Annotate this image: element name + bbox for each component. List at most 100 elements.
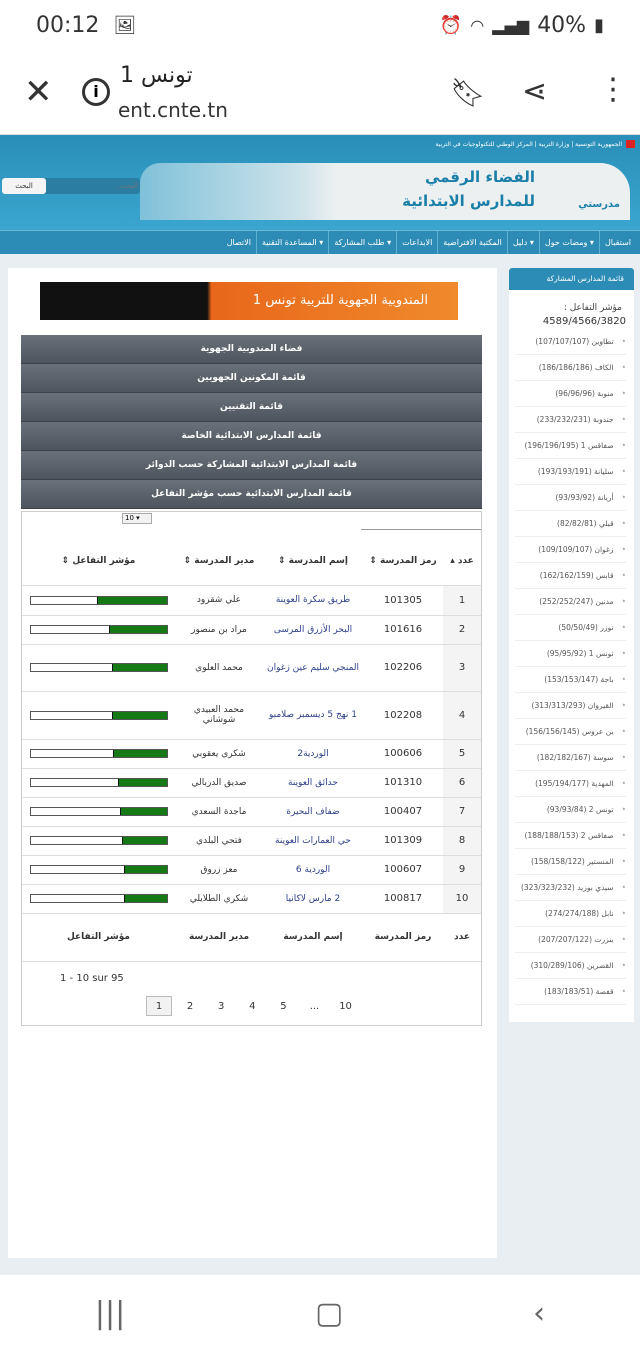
sidebar-item[interactable]: القيروان (313/313/293) <box>515 693 626 719</box>
school-name-link[interactable]: الوردية 6 <box>263 855 363 885</box>
col-number[interactable]: عدد ▴ <box>443 537 481 586</box>
progress-bar <box>29 595 168 605</box>
url-text[interactable]: ent.cnte.tn <box>118 98 228 122</box>
school-name-link[interactable]: الوردية2 <box>263 739 363 769</box>
nav-library[interactable]: المكتبة الافتراضية <box>437 231 507 254</box>
sidebar-item[interactable]: سوسة (182/182/167) <box>515 745 626 771</box>
sidebar-item[interactable]: سليانة (193/193/191) <box>515 459 626 485</box>
page-title: تونس 1 <box>120 63 193 88</box>
nav-guide[interactable]: دليل ▾ <box>506 231 539 254</box>
col-school[interactable]: إسم المدرسة ⇕ <box>263 537 363 586</box>
recent-apps-icon[interactable]: ||| <box>94 1295 126 1331</box>
sidebar-item[interactable]: صفاقس 1 (196/196/195) <box>515 433 626 459</box>
col-code[interactable]: رمز المدرسة ⇕ <box>363 537 443 586</box>
school-code: 100607 <box>363 855 443 885</box>
table-row: 1 101305 طريق سكرة العوينة علي شقرود <box>22 585 481 616</box>
page-3[interactable]: 3 <box>218 1000 225 1012</box>
page-size-select[interactable]: 10 ▾ <box>122 513 152 524</box>
menu-schools-by-index[interactable]: قائمة المدارس الابتدائية حسب مؤشر التفاع… <box>21 480 482 509</box>
school-name-link[interactable]: 2 مارس لاكانيا <box>263 884 363 914</box>
site-logo[interactable]: مدرستي <box>578 199 620 210</box>
sidebar-item[interactable]: قابس (162/162/159) <box>515 563 626 589</box>
battery-level: 40% <box>537 12 587 38</box>
page-2[interactable]: 2 <box>186 1000 194 1012</box>
school-name-link[interactable]: حي العمارات العوينة <box>263 826 363 856</box>
bookmark-icon[interactable]: 🔖︎ <box>450 76 486 109</box>
school-name-link[interactable]: طريق سكرة العوينة <box>263 585 363 616</box>
row-number: 7 <box>443 797 481 827</box>
progress-bar <box>29 749 168 758</box>
table-row: 10 100817 2 مارس لاكانيا شكري الطلايلي <box>22 884 481 914</box>
page-10[interactable]: 10 <box>339 1000 352 1012</box>
sidebar-item[interactable]: تطاوين (107/107/107) <box>515 329 626 355</box>
sidebar-item[interactable]: صفاقس 2 (188/188/153) <box>515 823 626 849</box>
sidebar-item[interactable]: القصرين (310/289/106) <box>515 953 626 979</box>
browser-toolbar: ✕ i تونس 1 ent.cnte.tn 🔖︎ ⋖ ⋮ <box>0 50 640 135</box>
school-name-link[interactable]: 1 نهج 5 ديسمبر صلامبو <box>263 691 363 740</box>
col-index[interactable]: مؤشر التفاعل ⇕ <box>22 537 175 586</box>
director-name: مراد بن منصور <box>175 615 263 645</box>
footer-col-director: مدير المدرسة <box>175 913 263 962</box>
page-5[interactable]: 5 <box>280 1000 287 1012</box>
school-name-link[interactable]: البحر الأزرق المرسى <box>263 615 363 645</box>
interaction-index <box>22 691 175 740</box>
sidebar-item[interactable]: تونس 1 (95/95/92) <box>515 641 626 667</box>
sidebar-item[interactable]: قبلي (82/82/81) <box>515 511 626 537</box>
school-name-link[interactable]: ضفاف البحيرة <box>263 797 363 827</box>
sidebar-item[interactable]: المنستير (158/158/122) <box>515 849 626 875</box>
menu-technicians[interactable]: قائمة التقنيين <box>21 393 482 422</box>
signal-icon: ▂▄▆ <box>492 15 530 35</box>
banner-title-1: الفضاء الرقمي <box>424 168 535 186</box>
school-name-link[interactable]: حدائق العوينة <box>263 768 363 798</box>
menu-trainers[interactable]: قائمة المكونين الجهويين <box>21 364 482 393</box>
progress-bar <box>29 663 168 672</box>
sidebar-item[interactable]: مدنين (252/252/247) <box>515 589 626 615</box>
sidebar-item[interactable]: بن عروس (156/156/145) <box>515 719 626 745</box>
row-number: 2 <box>443 615 481 645</box>
top-links[interactable]: الجمهورية التونسية | وزارة التربية | الم… <box>435 141 622 148</box>
share-icon[interactable]: ⋖ <box>522 74 548 109</box>
nav-home[interactable]: استقبال <box>598 231 636 254</box>
sidebar-item[interactable]: المهدية (195/194/177) <box>515 771 626 797</box>
sidebar-item[interactable]: نابل (274/274/188) <box>515 901 626 927</box>
page-4[interactable]: 4 <box>249 1000 256 1012</box>
search-button[interactable]: البحث <box>2 178 46 194</box>
table-row: 2 101616 البحر الأزرق المرسى مراد بن منص… <box>22 615 481 645</box>
school-code: 101310 <box>363 768 443 798</box>
menu-private-schools[interactable]: قائمة المدارس الابتدائية الخاصة <box>21 422 482 451</box>
sidebar-item[interactable]: بنزرت (207/207/122) <box>515 927 626 953</box>
nav-participation[interactable]: طلب المشاركة ▾ <box>328 231 396 254</box>
sidebar-item[interactable]: الكاف (186/186/186) <box>515 355 626 381</box>
menu-regional-space[interactable]: فضاء المندوبية الجهوية <box>21 335 482 364</box>
sidebar-item[interactable]: تونس 2 (93/93/84) <box>515 797 626 823</box>
sidebar-item[interactable]: زغوان (109/109/107) <box>515 537 626 563</box>
row-number: 4 <box>443 691 481 740</box>
back-icon[interactable]: ‹ <box>533 1295 546 1331</box>
sidebar-list[interactable]: تطاوين (107/107/107)الكاف (186/186/186)م… <box>509 329 634 1009</box>
search-input[interactable] <box>48 179 138 193</box>
sidebar-item[interactable]: منوبة (96/96/96) <box>515 381 626 407</box>
menu-schools-by-district[interactable]: قائمة المدارس الابتدائية المشاركة حسب ال… <box>21 451 482 480</box>
sidebar-item[interactable]: قفصة (183/183/51) <box>515 979 626 1005</box>
progress-bar <box>29 894 168 903</box>
region-banner: المندوبية الجهوية للتربية تونس 1 <box>40 282 458 320</box>
col-director[interactable]: مدير المدرسة ⇕ <box>175 537 263 586</box>
nav-support[interactable]: المساعدة التقنية ▾ <box>255 231 328 254</box>
sidebar-item[interactable]: سيدي بوزيد (323/323/232) <box>515 875 626 901</box>
home-icon[interactable]: ▢ <box>314 1295 344 1331</box>
progress-fill <box>124 895 167 902</box>
sidebar-item[interactable]: باجة (153/153/147) <box>515 667 626 693</box>
school-code: 100407 <box>363 797 443 827</box>
more-icon[interactable]: ⋮ <box>598 72 628 107</box>
progress-fill <box>97 596 167 604</box>
sidebar-item[interactable]: توزر (50/50/49) <box>515 615 626 641</box>
sidebar-item[interactable]: جندوبة (233/232/231) <box>515 407 626 433</box>
nav-creations[interactable]: الابداعات <box>396 231 437 254</box>
close-icon[interactable]: ✕ <box>24 72 53 112</box>
school-name-link[interactable]: المنجي سليم عين زغوان <box>263 644 363 692</box>
nav-contact[interactable]: الاتصال <box>226 238 251 247</box>
page-1[interactable]: 1 <box>146 995 172 1016</box>
nav-flashes[interactable]: ومضات حول ▾ <box>538 231 599 254</box>
info-icon[interactable]: i <box>82 78 110 106</box>
sidebar-item[interactable]: أريانة (93/93/92) <box>515 485 626 511</box>
